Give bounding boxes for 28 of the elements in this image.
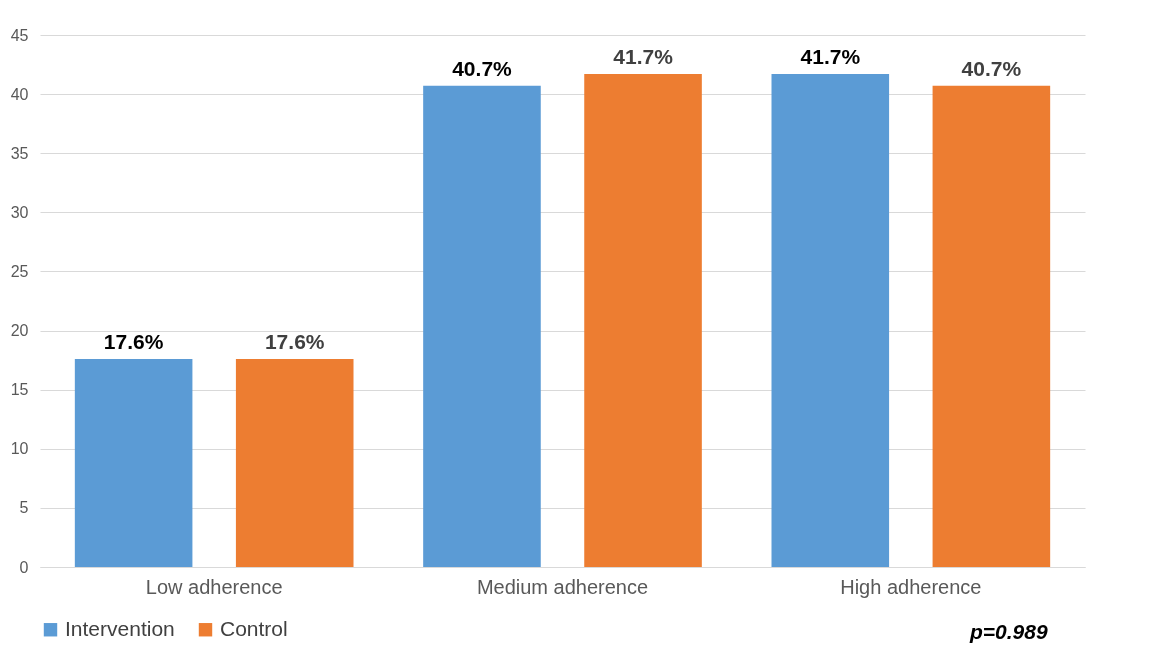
data-label: 41.7% [800, 45, 861, 69]
text: p=0.989 [970, 620, 1048, 644]
x-tick-label: Low adherence [145, 575, 283, 598]
y-tick-label: 35 [10, 144, 29, 162]
y-tick-label: 5 [19, 499, 29, 517]
y-tick-label: 30 [10, 203, 29, 221]
data-label: 17.6% [103, 329, 164, 353]
y-tick-label: 20 [10, 322, 29, 340]
legend-label: Control [220, 616, 288, 640]
y-tick-label: 0 [19, 558, 29, 576]
bar [235, 358, 354, 567]
data-label: 41.7% [613, 45, 674, 69]
y-tick-label: 25 [10, 262, 29, 280]
bar [584, 74, 702, 567]
x-tick-label: Medium adherence [476, 575, 649, 598]
legend-label: Intervention [65, 616, 175, 640]
bar [932, 85, 1051, 567]
bar [771, 74, 890, 567]
data-label: 40.7% [452, 56, 513, 80]
y-tick-label: 10 [10, 440, 29, 458]
y-tick-label: 45 [10, 26, 29, 44]
y-tick-label: 40 [10, 85, 29, 103]
bar [423, 85, 541, 567]
y-tick-label: 15 [10, 381, 29, 399]
data-label: 40.7% [961, 56, 1022, 80]
bar [74, 358, 193, 567]
x-tick-label: High adherence [840, 575, 982, 598]
data-label: 17.6% [264, 329, 325, 353]
